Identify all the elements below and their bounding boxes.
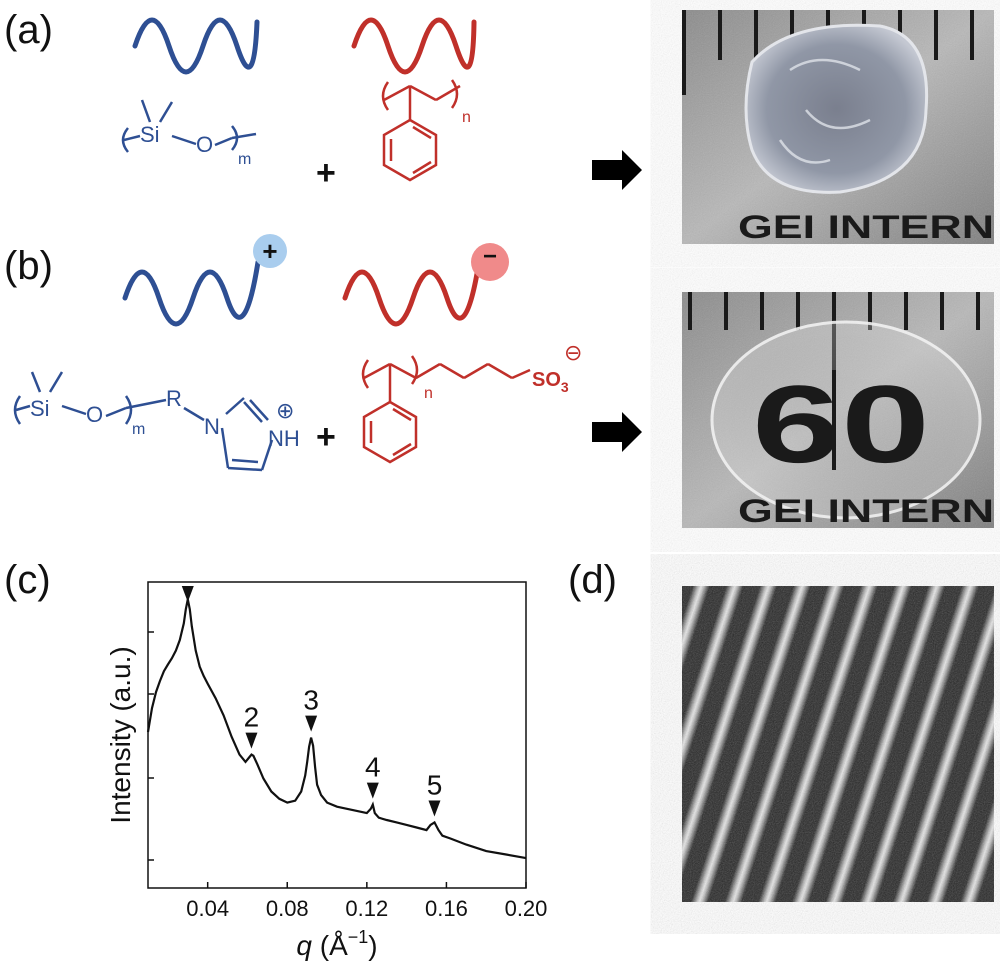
panel-a: Si O m + n	[121, 17, 642, 192]
pdms-sub-m: m	[238, 151, 251, 168]
photo-a-text: GEI INTERN	[738, 209, 994, 245]
peak-marker-icon	[181, 586, 194, 602]
pdms-o-label-b: O	[86, 402, 103, 427]
pdms-imidazolium-structure	[13, 371, 274, 472]
x-tick-label: 0.12	[345, 896, 388, 921]
n-atom-label: N	[204, 414, 220, 439]
pdms-chain-icon	[132, 17, 260, 75]
x-tick-label: 0.20	[505, 896, 548, 921]
cation-bubble	[253, 234, 287, 268]
peak-markers: 2 3 4 5	[181, 586, 443, 817]
anion-sign: −	[483, 243, 497, 270]
ps-sub-n-a: n	[462, 109, 471, 126]
sulfonate-charge: ⊖	[564, 341, 582, 366]
pdms-si-label-b: Si	[30, 396, 50, 421]
peak-marker-icon	[245, 732, 258, 749]
y-axis-ticks	[148, 631, 154, 861]
panel-label-d: (d)	[568, 558, 617, 602]
pdms-o-label: O	[196, 132, 213, 157]
ps-chain-icon	[351, 17, 477, 75]
nh-atom-label: NH	[268, 426, 300, 451]
x-axis-label: q (Å−1)	[296, 927, 377, 961]
x-tick-label: 0.04	[186, 896, 229, 921]
plus-sign-a: +	[316, 154, 336, 192]
panel-label-c: (c)	[4, 558, 51, 602]
arrow-icon-a	[592, 150, 642, 190]
tem-image	[682, 586, 994, 902]
pdms-cation-chain-icon	[122, 259, 261, 327]
panel-b: + − Si O m R N NH ⊕ +	[13, 234, 642, 472]
peak-label: 2	[244, 702, 260, 733]
sulfonate-label: SO3	[532, 369, 569, 395]
peak-label: 4	[365, 752, 381, 783]
x-tick-label: 0.08	[266, 896, 309, 921]
peak-marker-icon	[305, 715, 318, 732]
pdms-structure-a	[121, 99, 257, 153]
photo-a: GEI INTERN	[682, 10, 994, 245]
photo-b-text: GEI INTERN	[738, 493, 994, 529]
x-axis-ticks: 0.04 0.08 0.12 0.16 0.20	[186, 882, 547, 921]
panel-label-a: (a)	[4, 8, 53, 52]
peak-label: 3	[303, 685, 319, 716]
plot-frame	[147, 581, 527, 889]
peak-label: 5	[427, 769, 443, 800]
pdms-sub-m-b: m	[132, 421, 145, 438]
plus-sign-b: +	[316, 418, 336, 456]
arrow-icon-b	[592, 412, 642, 452]
pdms-si-label: Si	[140, 122, 160, 147]
r-group-label: R	[166, 386, 182, 411]
ps-sulfonate-structure	[361, 355, 531, 464]
panel-label-b: (b)	[4, 244, 53, 288]
ps-structure-a	[381, 79, 461, 182]
y-axis-label: Intensity (a.u.)	[105, 646, 136, 823]
x-tick-label: 0.16	[425, 896, 468, 921]
cation-sign: +	[262, 236, 277, 266]
ps-sub-n-b: n	[424, 385, 433, 402]
ps-anion-chain-icon	[342, 265, 481, 327]
photo-b: 60 GEI INTERN	[682, 292, 994, 529]
photo-b-digits: 60	[752, 363, 930, 486]
series-curve	[146, 599, 527, 860]
peak-marker-icon	[428, 800, 441, 817]
anion-bubble	[471, 243, 509, 281]
peak-marker-icon	[366, 782, 379, 799]
imidazolium-charge: ⊕	[276, 399, 294, 424]
saxs-chart: 0.04 0.08 0.12 0.16 0.20 2 3 4 5 Intensity (a.u…	[105, 581, 547, 961]
